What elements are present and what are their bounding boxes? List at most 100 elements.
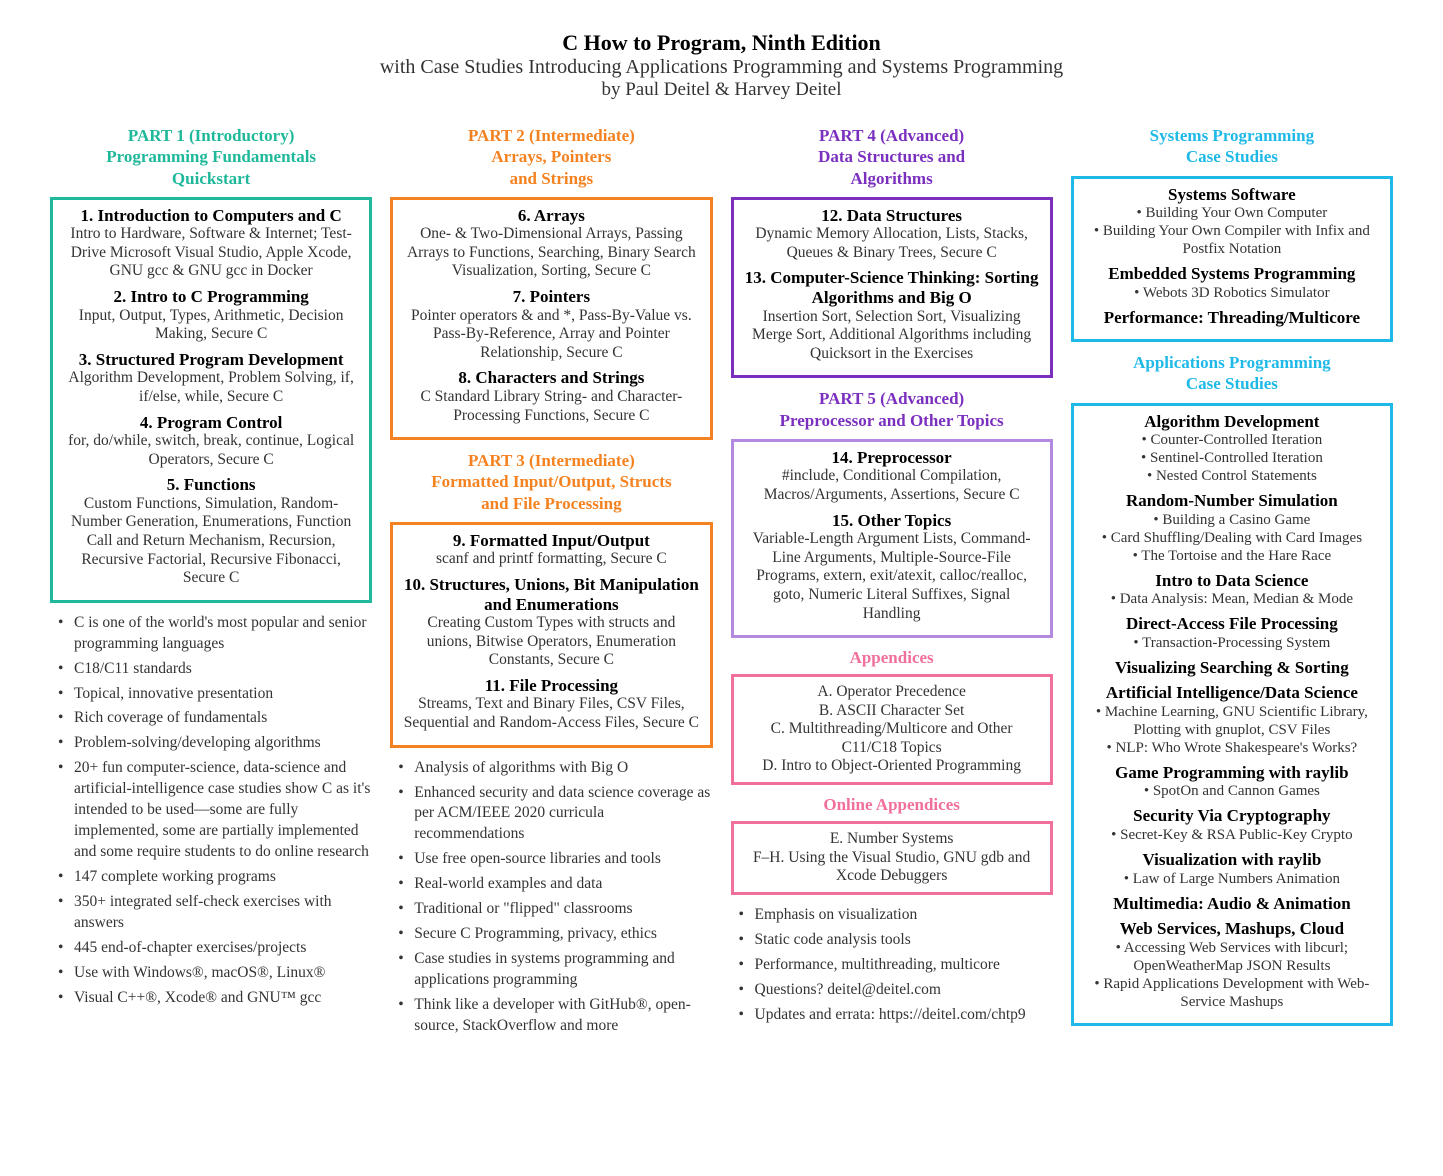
- part1-heading: PART 1 (Introductory)Programming Fundame…: [50, 125, 372, 189]
- cs-title: Performance: Threading/Multicore: [1084, 308, 1380, 328]
- chapter-desc: Pointer operators & and *, Pass-By-Value…: [403, 307, 699, 363]
- part3-box: 9. Formatted Input/Outputscanf and print…: [390, 522, 712, 748]
- column-2: PART 2 (Intermediate)Arrays, Pointersand…: [390, 121, 712, 1041]
- chapter-entry: 4. Program Controlfor, do/while, switch,…: [63, 413, 359, 470]
- case-study-section: Intro to Data Science• Data Analysis: Me…: [1084, 571, 1380, 609]
- cs-items: • Secret-Key & RSA Public-Key Crypto: [1084, 826, 1380, 844]
- cs-title: Security Via Cryptography: [1084, 806, 1380, 826]
- chapter-desc: Algorithm Development, Problem Solving, …: [63, 369, 359, 406]
- appendix-list: A. Operator PrecedenceB. ASCII Character…: [744, 683, 1040, 776]
- chapter-desc: Custom Functions, Simulation, Random-Num…: [63, 495, 359, 588]
- part3-heading: PART 3 (Intermediate)Formatted Input/Out…: [390, 450, 712, 514]
- case-study-section: Web Services, Mashups, Cloud• Accessing …: [1084, 919, 1380, 1011]
- case-study-section: Performance: Threading/Multicore: [1084, 308, 1380, 328]
- case-study-section: Embedded Systems Programming• Webots 3D …: [1084, 264, 1380, 302]
- systems-cs-box: Systems Software• Building Your Own Comp…: [1071, 176, 1393, 343]
- case-study-section: Game Programming with raylib• SpotOn and…: [1084, 763, 1380, 801]
- chapter-desc: One- & Two-Dimensional Arrays, Passing A…: [403, 225, 699, 281]
- cs-items: • Counter-Controlled Iteration• Sentinel…: [1084, 431, 1380, 485]
- chapter-entry: 3. Structured Program DevelopmentAlgorit…: [63, 350, 359, 407]
- bullet-item: Think like a developer with GitHub®, ope…: [398, 995, 712, 1037]
- bullet-item: 20+ fun computer-science, data-science a…: [58, 758, 372, 863]
- cs-items: • Data Analysis: Mean, Median & Mode: [1084, 590, 1380, 608]
- chapter-desc: scanf and printf formatting, Secure C: [403, 550, 699, 569]
- bullet-item: Use free open-source libraries and tools: [398, 849, 712, 870]
- cs-title: Algorithm Development: [1084, 412, 1380, 432]
- chapter-desc: Streams, Text and Binary Files, CSV File…: [403, 695, 699, 732]
- cs-title: Systems Software: [1084, 185, 1380, 205]
- chapter-desc: Creating Custom Types with structs and u…: [403, 614, 699, 670]
- cs-items: • Webots 3D Robotics Simulator: [1084, 284, 1380, 302]
- chapter-desc: Input, Output, Types, Arithmetic, Decisi…: [63, 307, 359, 344]
- cs-items: • Accessing Web Services with libcurl; O…: [1084, 939, 1380, 1011]
- bullet-item: Visual C++®, Xcode® and GNU™ gcc: [58, 988, 372, 1009]
- chapter-title: 15. Other Topics: [744, 511, 1040, 531]
- apps-cs-heading: Applications ProgrammingCase Studies: [1071, 352, 1393, 395]
- chapter-entry: 5. FunctionsCustom Functions, Simulation…: [63, 475, 359, 588]
- column-1: PART 1 (Introductory)Programming Fundame…: [50, 121, 372, 1041]
- subtitle-2: by Paul Deitel & Harvey Deitel: [50, 79, 1393, 101]
- main-title: C How to Program, Ninth Edition: [50, 30, 1393, 56]
- chapter-entry: 13. Computer-Science Thinking: Sorting A…: [744, 268, 1040, 363]
- bullet-item: Case studies in systems programming and …: [398, 949, 712, 991]
- column-4: Systems ProgrammingCase Studies Systems …: [1071, 121, 1393, 1041]
- case-study-section: Visualization with raylib• Law of Large …: [1084, 850, 1380, 888]
- bullet-item: Rich coverage of fundamentals: [58, 708, 372, 729]
- chapter-desc: Variable-Length Argument Lists, Command-…: [744, 530, 1040, 623]
- cs-title: Random-Number Simulation: [1084, 491, 1380, 511]
- bullet-item: Enhanced security and data science cover…: [398, 783, 712, 846]
- part4-box: 12. Data StructuresDynamic Memory Alloca…: [731, 197, 1053, 379]
- chapter-title: 6. Arrays: [403, 206, 699, 226]
- cs-items: • Machine Learning, GNU Scientific Libra…: [1084, 703, 1380, 757]
- cs-title: Visualizing Searching & Sorting: [1084, 658, 1380, 678]
- bullet-item: Traditional or "flipped" classrooms: [398, 899, 712, 920]
- chapter-title: 9. Formatted Input/Output: [403, 531, 699, 551]
- bullet-item: C18/C11 standards: [58, 659, 372, 680]
- bullet-item: Questions? deitel@deitel.com: [739, 980, 1053, 1001]
- cs-title: Visualization with raylib: [1084, 850, 1380, 870]
- chapter-desc: C Standard Library String- and Character…: [403, 388, 699, 425]
- case-study-section: Systems Software• Building Your Own Comp…: [1084, 185, 1380, 259]
- cs-items: • Transaction-Processing System: [1084, 634, 1380, 652]
- chapter-entry: 2. Intro to C ProgrammingInput, Output, …: [63, 287, 359, 344]
- bullet-item: 147 complete working programs: [58, 867, 372, 888]
- bullet-item: Topical, innovative presentation: [58, 684, 372, 705]
- cs-items: • Building a Casino Game• Card Shuffling…: [1084, 511, 1380, 565]
- bullets-col1: C is one of the world's most popular and…: [50, 613, 372, 1009]
- cs-title: Intro to Data Science: [1084, 571, 1380, 591]
- bullet-item: Problem-solving/developing algorithms: [58, 733, 372, 754]
- chapter-title: 13. Computer-Science Thinking: Sorting A…: [744, 268, 1040, 307]
- chapter-desc: #include, Conditional Compilation, Macro…: [744, 467, 1040, 504]
- bullet-item: Updates and errata: https://deitel.com/c…: [739, 1005, 1053, 1026]
- bullet-item: Emphasis on visualization: [739, 905, 1053, 926]
- case-study-section: Multimedia: Audio & Animation: [1084, 894, 1380, 914]
- cs-title: Embedded Systems Programming: [1084, 264, 1380, 284]
- cs-title: Direct-Access File Processing: [1084, 614, 1380, 634]
- cs-items: • Building Your Own Computer• Building Y…: [1084, 204, 1380, 258]
- subtitle-1: with Case Studies Introducing Applicatio…: [50, 56, 1393, 79]
- bullet-item: 350+ integrated self-check exercises wit…: [58, 892, 372, 934]
- page-header: C How to Program, Ninth Edition with Cas…: [50, 30, 1393, 101]
- case-study-section: Artificial Intelligence/Data Science• Ma…: [1084, 683, 1380, 757]
- columns-container: PART 1 (Introductory)Programming Fundame…: [50, 121, 1393, 1041]
- chapter-desc: Dynamic Memory Allocation, Lists, Stacks…: [744, 225, 1040, 262]
- chapter-title: 1. Introduction to Computers and C: [63, 206, 359, 226]
- chapter-entry: 11. File ProcessingStreams, Text and Bin…: [403, 676, 699, 733]
- bullet-item: Secure C Programming, privacy, ethics: [398, 924, 712, 945]
- bullet-item: 445 end-of-chapter exercises/projects: [58, 938, 372, 959]
- part2-box: 6. ArraysOne- & Two-Dimensional Arrays, …: [390, 197, 712, 440]
- chapter-title: 7. Pointers: [403, 287, 699, 307]
- part5-heading: PART 5 (Advanced)Preprocessor and Other …: [731, 388, 1053, 431]
- case-study-section: Security Via Cryptography• Secret-Key & …: [1084, 806, 1380, 844]
- chapter-title: 10. Structures, Unions, Bit Manipulation…: [403, 575, 699, 614]
- appendices-heading: Appendices: [731, 648, 1053, 668]
- chapter-entry: 14. Preprocessor#include, Conditional Co…: [744, 448, 1040, 505]
- chapter-entry: 9. Formatted Input/Outputscanf and print…: [403, 531, 699, 569]
- chapter-entry: 15. Other TopicsVariable-Length Argument…: [744, 511, 1040, 624]
- cs-items: • Law of Large Numbers Animation: [1084, 870, 1380, 888]
- chapter-desc: Intro to Hardware, Software & Internet; …: [63, 225, 359, 281]
- chapter-desc: Insertion Sort, Selection Sort, Visualiz…: [744, 308, 1040, 364]
- cs-title: Web Services, Mashups, Cloud: [1084, 919, 1380, 939]
- bullet-item: Performance, multithreading, multicore: [739, 955, 1053, 976]
- chapter-entry: 1. Introduction to Computers and CIntro …: [63, 206, 359, 281]
